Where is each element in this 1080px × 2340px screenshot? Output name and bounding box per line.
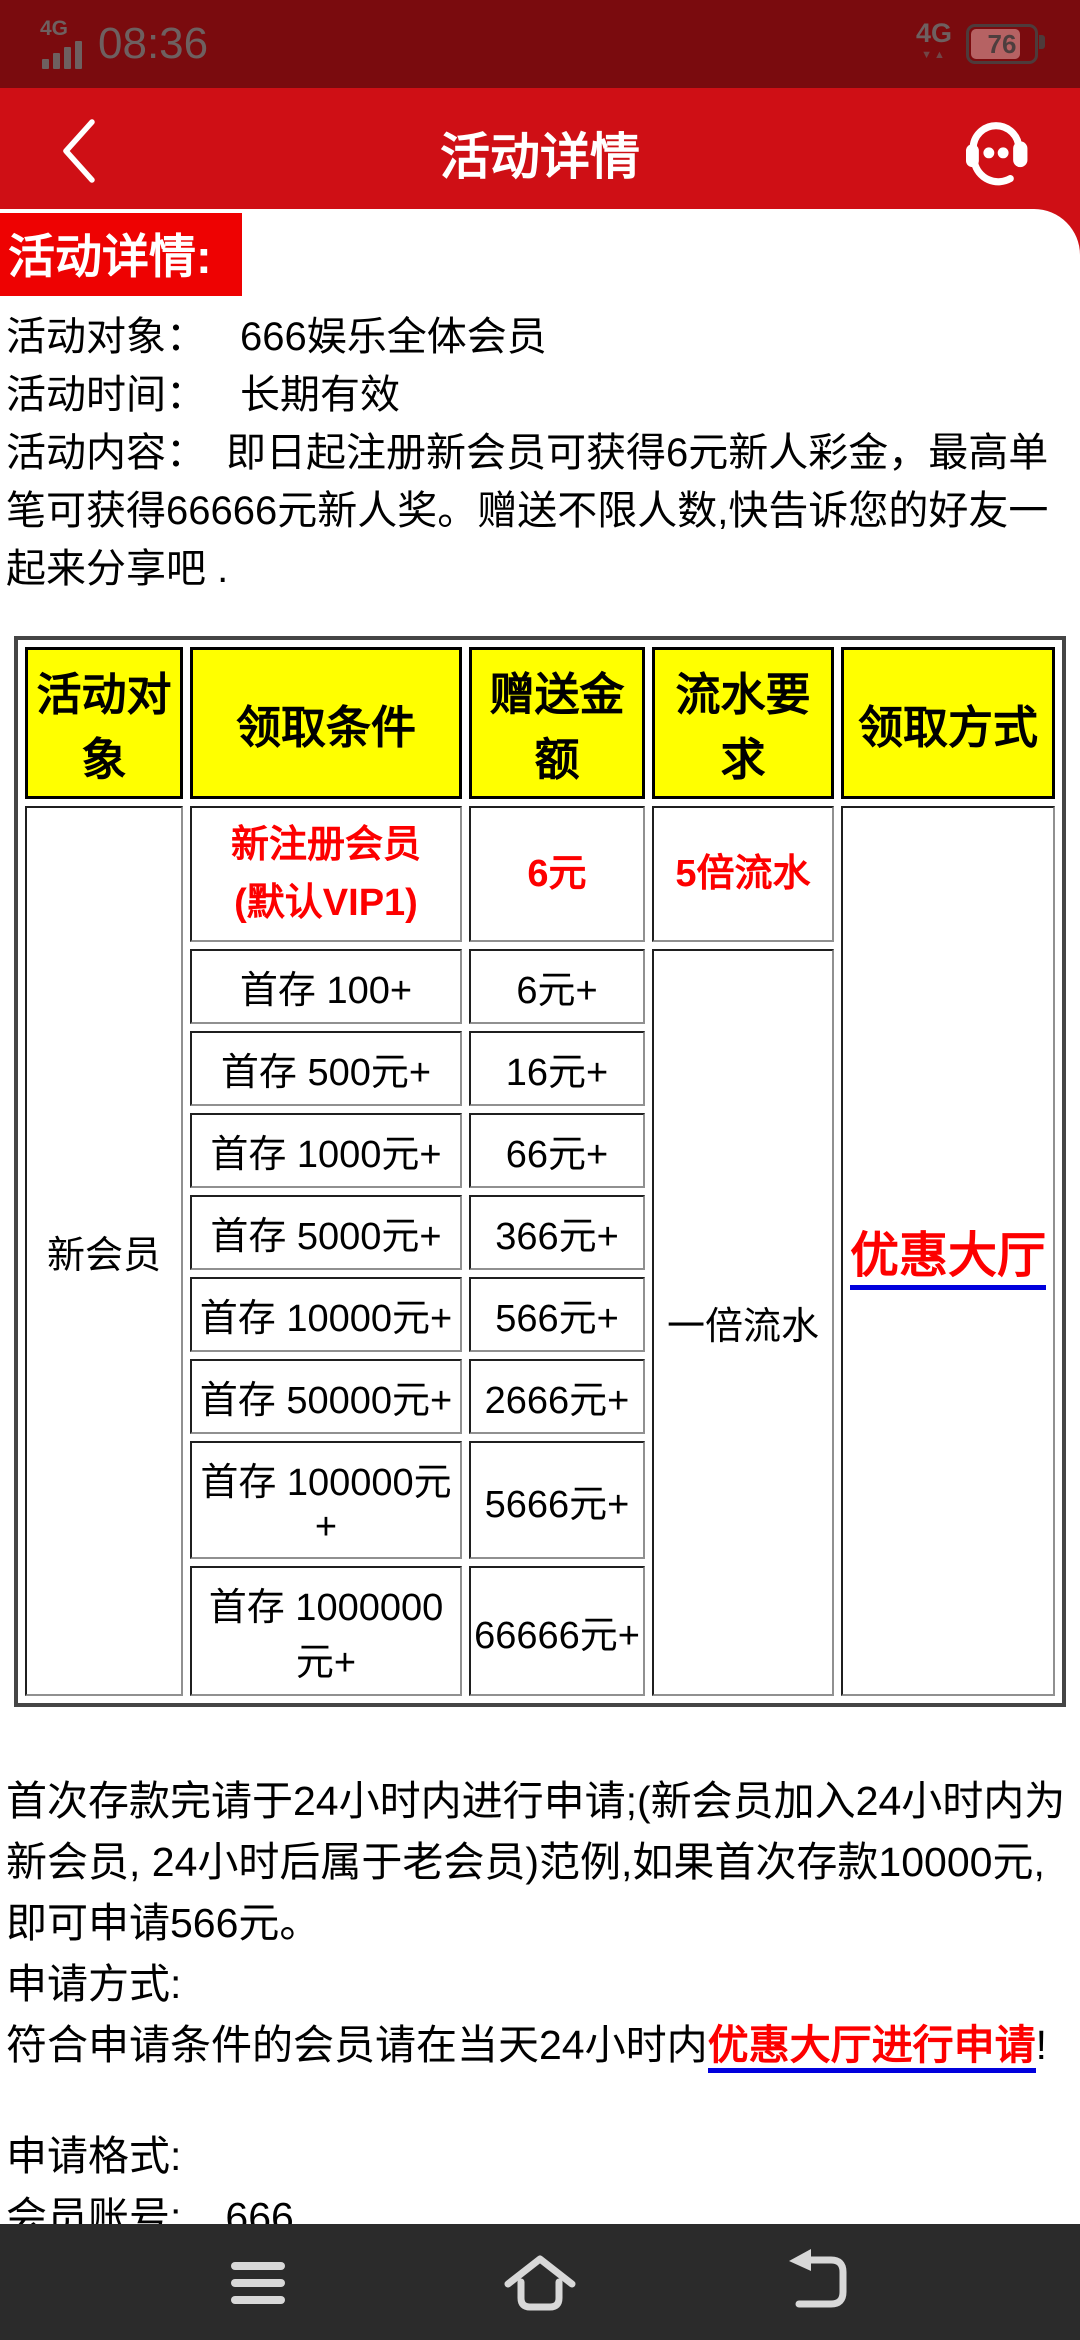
bonus-amount-cell: 5666元+ xyxy=(469,1441,645,1559)
data-arrows-icon: ▼▲ xyxy=(921,49,947,61)
terms-paragraph-1: 首次存款完请于24小时内进行申请;(新会员加入24小时内为新会员, 24小时后属… xyxy=(6,1778,1066,1946)
promo-table: 活动对象 领取条件 赠送金额 流水要求 领取方式 新会员 新注册会员 (默认VI… xyxy=(14,636,1066,1707)
deposit-condition-cell: 首存 1000000元+ xyxy=(190,1566,462,1696)
section-label: 活动详情: xyxy=(0,213,242,296)
bonus-amount-cell: 66元+ xyxy=(469,1113,645,1188)
table-row: 首存 100+ 6元+ 一倍流水 xyxy=(25,949,1055,1696)
intro-section: 活动对象： 666娱乐全体会员 活动时间： 长期有效 活动内容： 即日起注册新会员可… xyxy=(0,296,1080,598)
deposit-condition-cell: 首存 1000元+ xyxy=(190,1113,462,1188)
deposit-condition-cell: 首存 100000元+ xyxy=(190,1441,462,1559)
android-nav-bar xyxy=(0,2224,1080,2340)
table-header-row: 活动对象 领取条件 赠送金额 流水要求 领取方式 xyxy=(25,647,1055,799)
activity-time-label: 活动时间： xyxy=(6,373,206,417)
bonus-amount-cell: 366元+ xyxy=(469,1195,645,1270)
table-row: 新会员 新注册会员 (默认VIP1) 6元 5倍流水 优惠大厅 xyxy=(25,806,1055,1696)
table-row: 首存 1000元+ 66元+ xyxy=(25,1113,1055,1188)
header-bonus-amount: 赠送金额 xyxy=(469,647,645,799)
nav-back-button[interactable] xyxy=(779,2240,863,2324)
apply-format-heading: 申请格式: xyxy=(6,2133,182,2179)
terms-section: 首次存款完请于24小时内进行申请;(新会员加入24小时内为新会员, 24小时后属… xyxy=(0,1771,1080,2224)
bonus-amount-cell: 16元+ xyxy=(469,1031,645,1106)
back-button[interactable] xyxy=(56,114,102,188)
claim-method-cell: 优惠大厅 xyxy=(841,806,1055,1696)
table-row: 首存 10000元+ 566元+ xyxy=(25,1277,1055,1352)
nav-home-button[interactable] xyxy=(498,2240,582,2324)
clock-text: 08:36 xyxy=(98,19,209,68)
signal-bars-icon: 4G xyxy=(40,17,82,69)
activity-time-line: 活动时间： 长期有效 xyxy=(6,366,1072,424)
activity-target-line: 活动对象： 666娱乐全体会员 xyxy=(6,308,1072,366)
apply-instruction-line: 符合申请条件的会员请在当天24小时内优惠大厅进行申请! xyxy=(6,2015,1074,2076)
activity-target-label: 活动对象： xyxy=(6,315,206,359)
header-claim-method: 领取方式 xyxy=(841,647,1055,799)
promo-hall-apply-link[interactable]: 优惠大厅进行申请 xyxy=(707,2022,1036,2073)
new-member-condition-cell: 新注册会员 (默认VIP1) xyxy=(190,806,462,942)
table-row: 首存 50000元+ 2666元+ xyxy=(25,1359,1055,1434)
new-member-turnover-cell: 5倍流水 xyxy=(652,806,834,942)
status-right-cluster: 4G ▼▲ 76 xyxy=(916,20,1045,66)
deposit-condition-cell: 首存 100+ xyxy=(190,949,462,1024)
activity-target-value: 666娱乐全体会员 xyxy=(240,315,547,359)
header-claim-condition: 领取条件 xyxy=(190,647,462,799)
apply-method-heading: 申请方式: xyxy=(6,1961,182,2007)
header-turnover-requirement: 流水要求 xyxy=(652,647,834,799)
deposit-condition-cell: 首存 50000元+ xyxy=(190,1359,462,1434)
network-type-right: 4G ▼▲ xyxy=(916,20,952,66)
network-type-left: 4G xyxy=(40,17,69,40)
bonus-amount-cell: 66666元+ xyxy=(469,1566,645,1696)
member-type-cell: 新会员 xyxy=(25,806,183,1696)
table-row: 首存 5000元+ 366元+ xyxy=(25,1195,1055,1270)
battery-icon: 76 xyxy=(966,24,1045,64)
home-icon xyxy=(504,2255,576,2311)
bonus-amount-cell: 6元+ xyxy=(469,949,645,1024)
status-left-cluster: 4G 08:36 xyxy=(40,17,209,69)
deposit-condition-cell: 首存 5000元+ xyxy=(190,1195,462,1270)
app-header: 活动详情 xyxy=(0,88,1080,218)
sub-turnover-cell: 一倍流水 xyxy=(652,949,834,1696)
promo-hall-link[interactable]: 优惠大厅 xyxy=(849,1228,1046,1290)
table-row: 首存 500元+ 16元+ xyxy=(25,1031,1055,1106)
deposit-condition-cell: 首存 500元+ xyxy=(190,1031,462,1106)
page-title: 活动详情 xyxy=(440,129,640,185)
activity-content-line: 活动内容： 即日起注册新会员可获得6元新人彩金，最高单笔可获得66666元新人奖… xyxy=(6,431,1049,591)
header-activity-target: 活动对象 xyxy=(25,647,183,799)
member-account-value: 666 xyxy=(225,2194,294,2224)
battery-percent: 76 xyxy=(987,28,1017,59)
battery-fill xyxy=(971,29,1020,59)
deposit-condition-cell: 首存 10000元+ xyxy=(190,1277,462,1352)
new-member-amount-cell: 6元 xyxy=(469,806,645,942)
table-row: 首存 1000000元+ 66666元+ xyxy=(25,1566,1055,1696)
status-bar: 4G 08:36 4G ▼▲ 76 xyxy=(0,0,1080,88)
table-row: 首存 100000元+ 5666元+ xyxy=(25,1441,1055,1559)
content-panel: 活动详情: 活动对象： 666娱乐全体会员 活动时间： 长期有效 活动内容： 即日起… xyxy=(0,209,1080,2224)
activity-time-value: 长期有效 xyxy=(240,373,400,417)
headset-customer-service-icon xyxy=(966,122,1028,186)
return-arrow-icon xyxy=(789,2249,847,2308)
bonus-amount-cell: 2666元+ xyxy=(469,1359,645,1434)
chevron-left-icon xyxy=(63,119,95,183)
customer-service-button[interactable] xyxy=(956,110,1036,190)
bonus-amount-cell: 566元+ xyxy=(469,1277,645,1352)
nav-menu-button[interactable] xyxy=(217,2240,301,2324)
hamburger-menu-icon xyxy=(230,2262,285,2304)
member-account-line: 会员账号: 666 xyxy=(6,2187,1074,2224)
